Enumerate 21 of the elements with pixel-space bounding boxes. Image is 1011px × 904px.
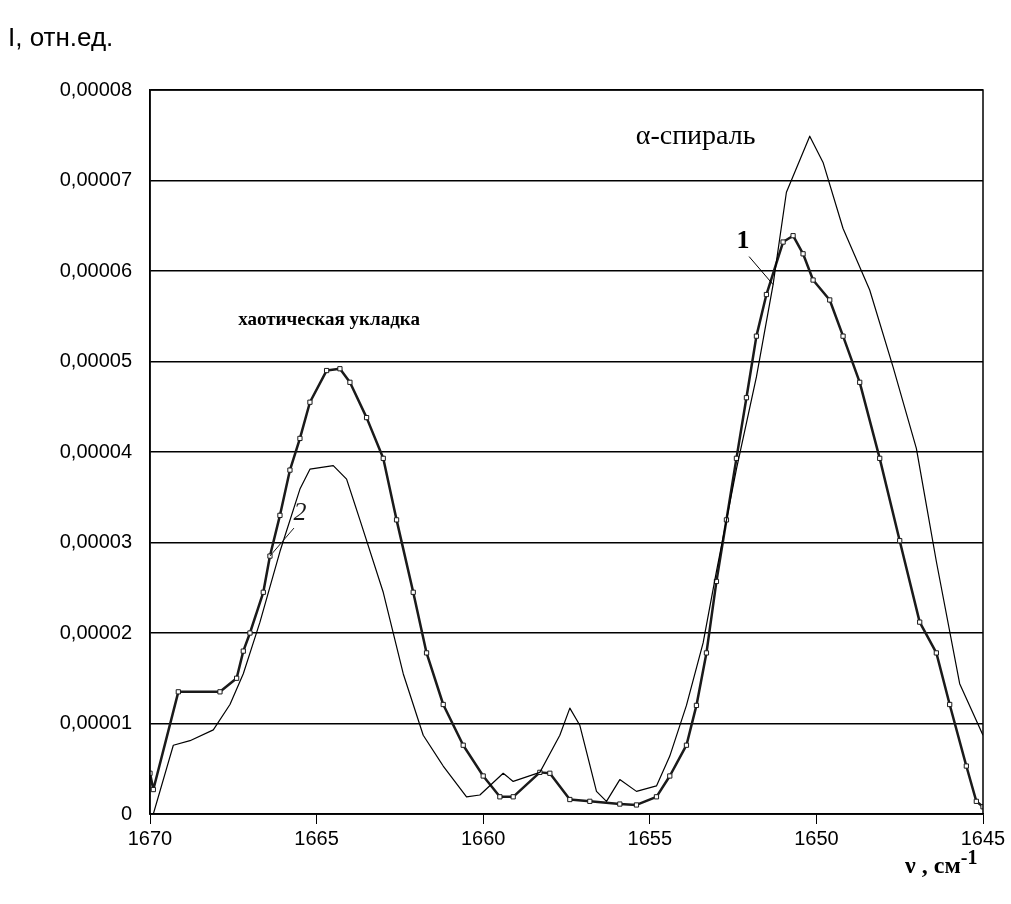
- x-axis-title: ν , см$^{-1}$: [905, 846, 978, 878]
- x-tick-label: 1650: [794, 826, 839, 849]
- y-axis-title: I, отн.ед.: [8, 22, 114, 53]
- y-tick-label: 0: [120, 801, 132, 824]
- y-tick-label: 0,00001: [59, 711, 132, 734]
- y-tick-label: 0,00005: [59, 349, 132, 372]
- series-label: 2: [293, 496, 307, 526]
- annotation: α-спираль: [635, 119, 756, 151]
- x-tick-label: 1665: [294, 826, 339, 849]
- series-label: 1: [736, 225, 750, 255]
- annotation: хаотическая укладка: [238, 308, 421, 330]
- x-tick-label: 1670: [127, 826, 173, 849]
- x-tick-label: 1645: [960, 826, 1006, 849]
- y-tick-label: 0,00008: [59, 77, 132, 100]
- y-tick-label: 0,00003: [59, 530, 132, 553]
- x-tick-label: 1655: [627, 826, 673, 849]
- y-tick-label: 0,00002: [59, 620, 132, 643]
- y-tick-label: 0,00006: [59, 258, 132, 281]
- x-tick-label: 1660: [460, 826, 506, 849]
- y-tick-label: 0,00007: [59, 168, 132, 191]
- y-tick-label: 0,00004: [59, 439, 132, 462]
